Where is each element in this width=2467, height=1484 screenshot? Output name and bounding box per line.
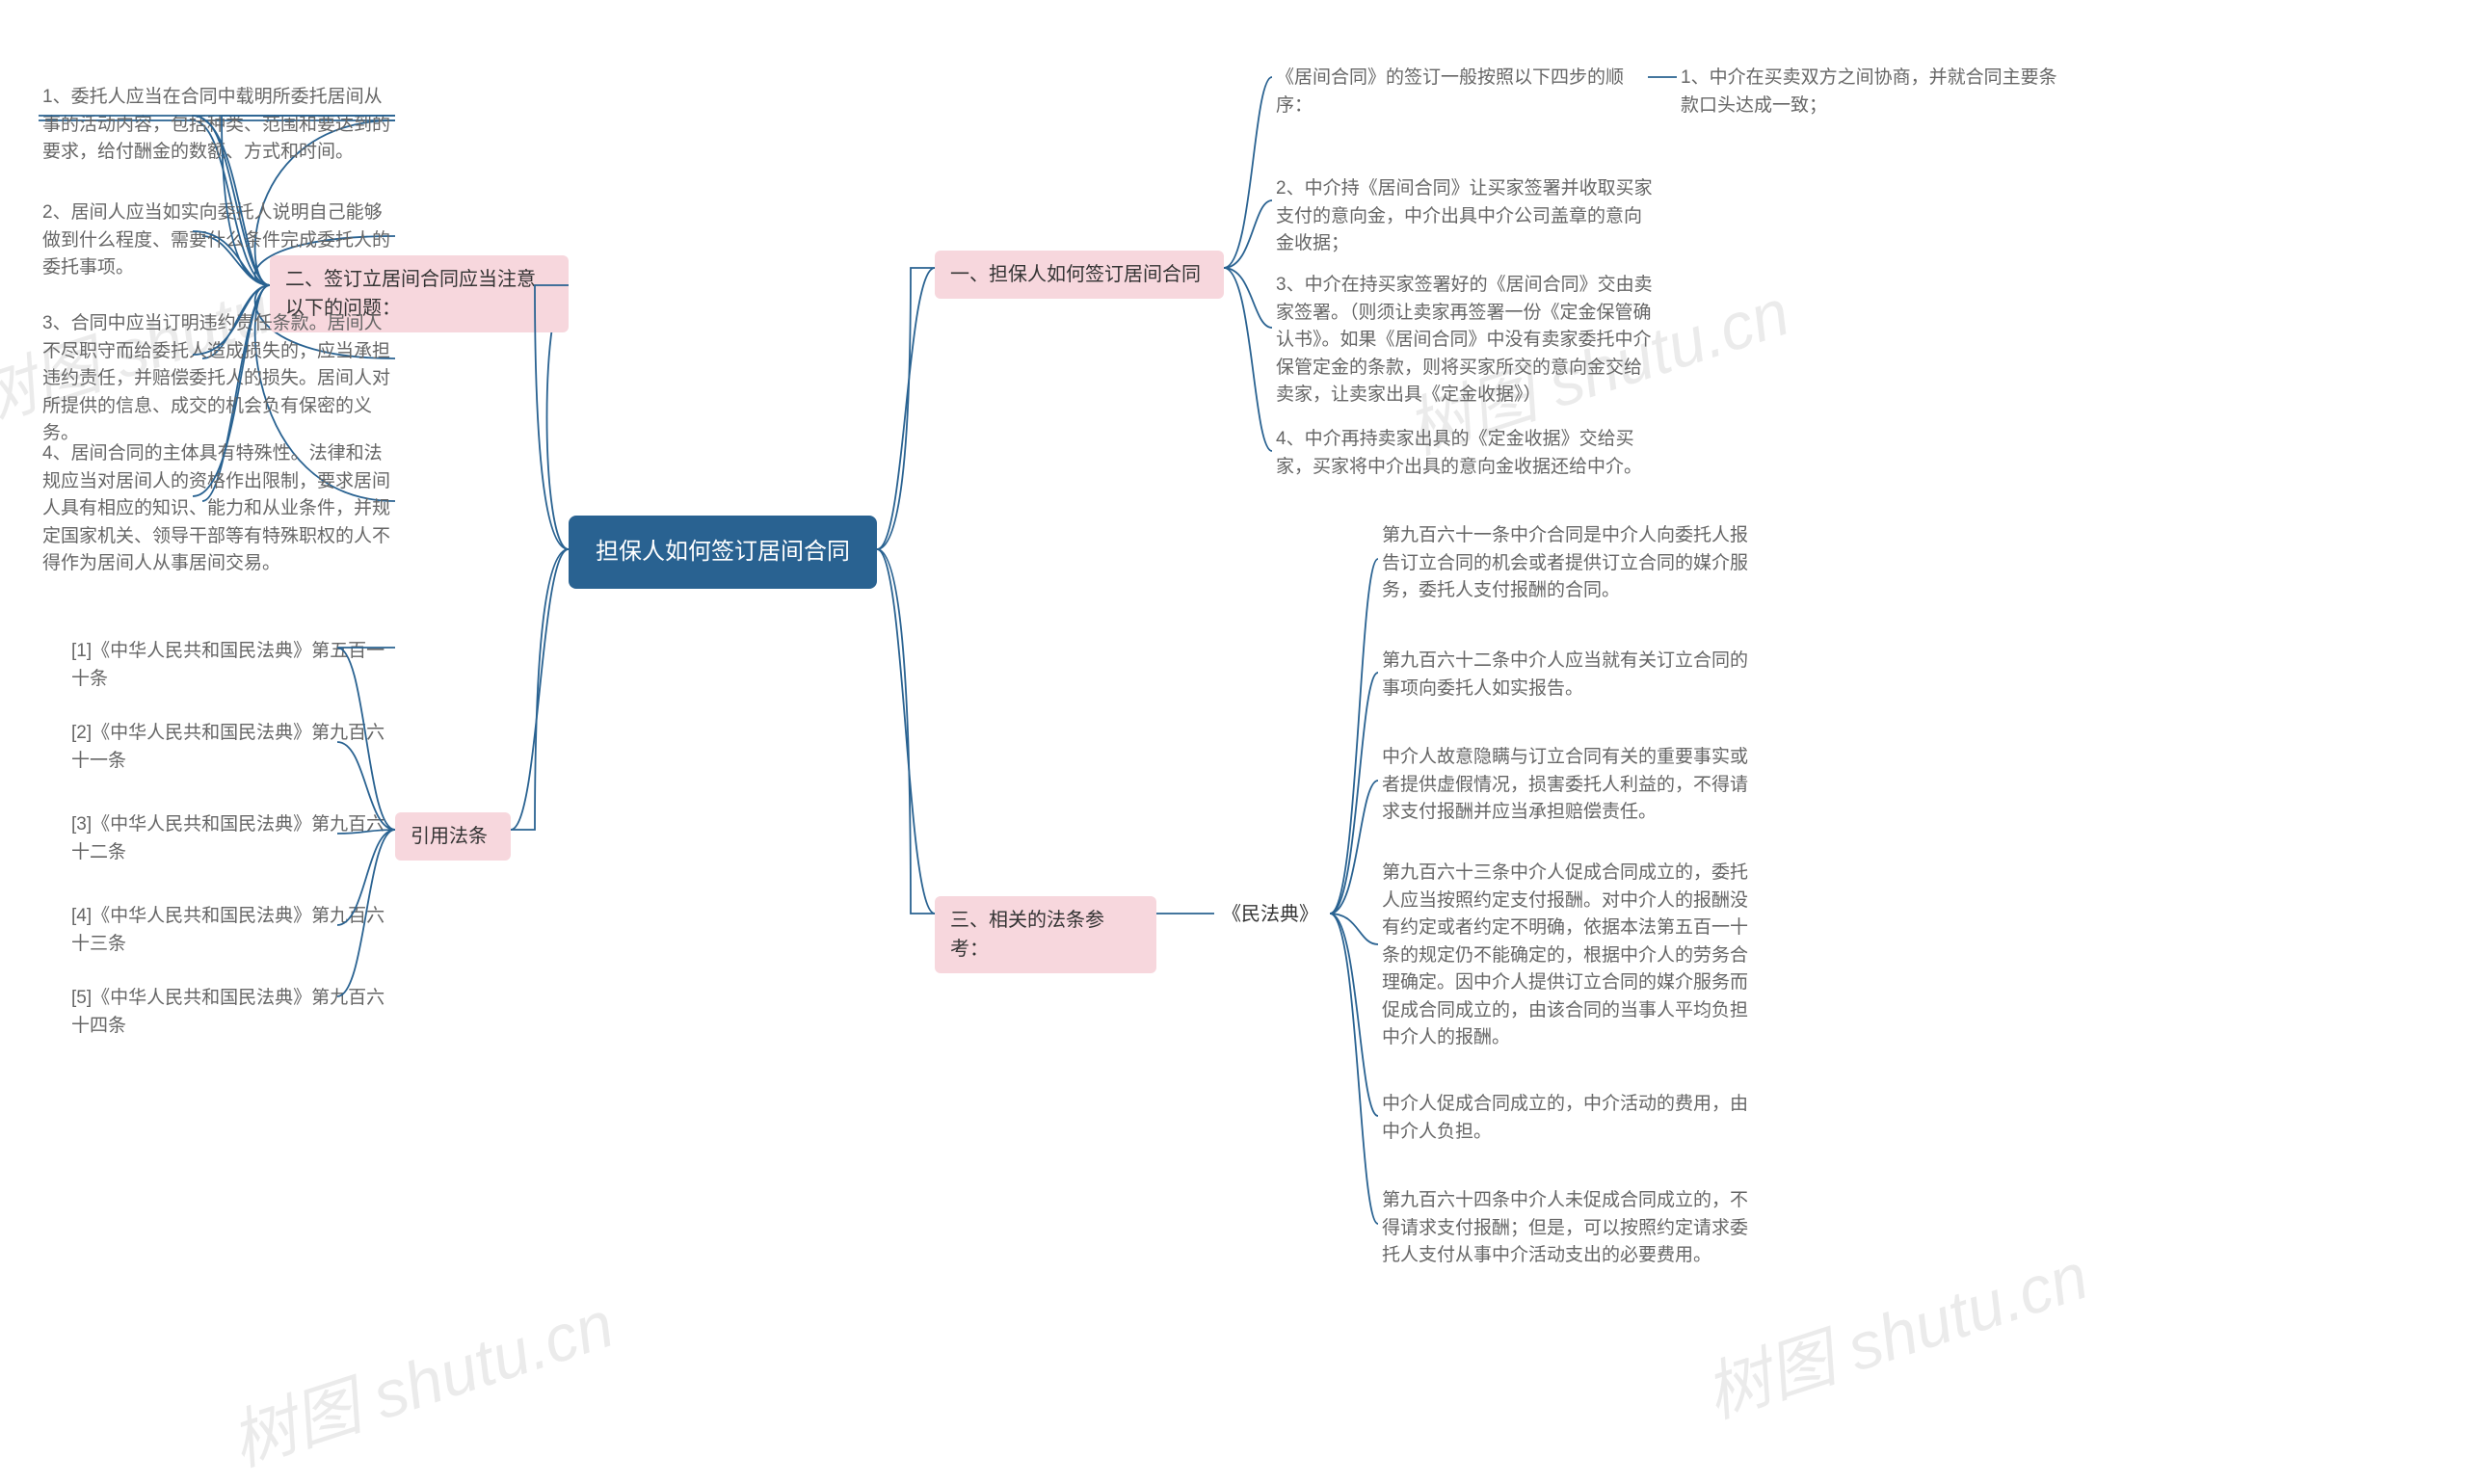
section-2-item-4: 4、居间合同的主体具有特殊性。法律和法规应当对居间人的资格作出限制，要求居间人具… <box>39 438 395 580</box>
section-2-item-1: 1、委托人应当在合同中载明所委托居间从事的活动内容，包括种类、范围和要达到的要求… <box>39 82 395 169</box>
mindmap-canvas: 树图 shutu.cn 树图 shutu.cn 树图 shutu.cn 树图 s… <box>0 0 2467 1385</box>
root-node: 担保人如何签订居间合同 <box>569 516 877 589</box>
section-1-step-2: 2、中介持《居间合同》让买家签署并收取买家支付的意向金，中介出具中介公司盖章的意… <box>1272 173 1658 260</box>
citation-1: [1]《中华人民共和国民法典》第五百一十条 <box>67 636 395 695</box>
section-1-step-3: 3、中介在持买家签署好的《居间合同》交由卖家签署。（则须让卖家再签署一份《定金保… <box>1272 270 1658 411</box>
section-1-step-1: 1、中介在买卖双方之间协商，并就合同主要条款口头达成一致； <box>1677 63 2062 121</box>
section-2-item-3: 3、合同中应当订明违约责任条款。居间人不尽职守而给委托人造成损失的，应当承担违约… <box>39 308 395 450</box>
section-1-step-4: 4、中介再持卖家出具的《定金收据》交给买家，买家将中介出具的意向金收据还给中介。 <box>1272 424 1658 483</box>
citation-2: [2]《中华人民共和国民法典》第九百六十一条 <box>67 718 395 777</box>
section-3-header: 三、相关的法条参考： <box>935 896 1156 973</box>
citation-3: [3]《中华人民共和国民法典》第九百六十二条 <box>67 809 395 868</box>
law-964: 第九百六十四条中介人未促成合同成立的，不得请求支付报酬；但是，可以按照约定请求委… <box>1378 1185 1764 1272</box>
section-1-header: 一、担保人如何签订居间合同 <box>935 251 1224 299</box>
section-citations-header: 引用法条 <box>395 812 511 861</box>
citation-4: [4]《中华人民共和国民法典》第九百六十三条 <box>67 901 395 960</box>
law-963: 第九百六十三条中介人促成合同成立的，委托人应当按照约定支付报酬。对中介人的报酬没… <box>1378 858 1764 1054</box>
law-962b: 中介人故意隐瞒与订立合同有关的重要事实或者提供虚假情况，损害委托人利益的，不得请… <box>1378 742 1764 829</box>
law-962: 第九百六十二条中介人应当就有关订立合同的事项向委托人如实报告。 <box>1378 646 1764 704</box>
section-1-sub: 《居间合同》的签订一般按照以下四步的顺序： <box>1272 63 1648 121</box>
watermark: 树图 shutu.cn <box>217 1271 623 1484</box>
law-961: 第九百六十一条中介合同是中介人向委托人报告订立合同的机会或者提供订立合同的媒介服… <box>1378 520 1764 607</box>
section-3-sub: 《民法典》 <box>1214 896 1330 933</box>
citation-5: [5]《中华人民共和国民法典》第九百六十四条 <box>67 983 395 1042</box>
section-2-item-2: 2、居间人应当如实向委托人说明自己能够做到什么程度、需要什么条件完成委托人的委托… <box>39 198 395 284</box>
law-963b: 中介人促成合同成立的，中介活动的费用，由中介人负担。 <box>1378 1089 1764 1148</box>
